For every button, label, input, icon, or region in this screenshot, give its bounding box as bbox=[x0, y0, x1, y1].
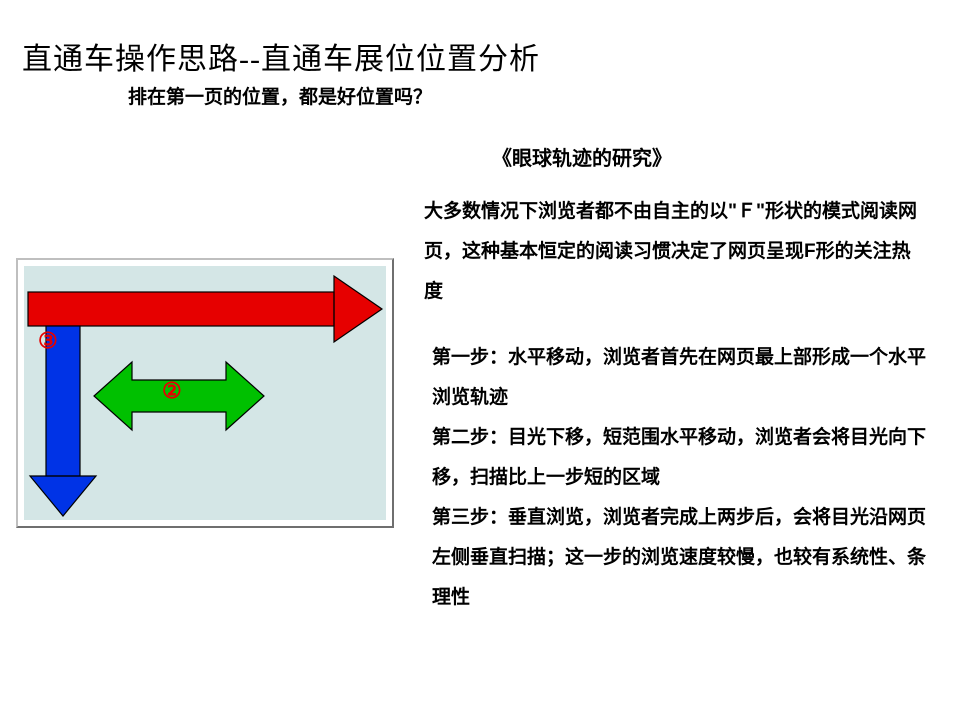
label-step-3: ③ bbox=[38, 328, 58, 354]
f-pattern-svg bbox=[24, 266, 386, 520]
f-pattern-diagram: ① ② ③ bbox=[16, 258, 394, 528]
steps-paragraph: 第一步：水平移动，浏览者首先在网页最上部形成一个水平浏览轨迹第二步：目光下移，短… bbox=[432, 338, 928, 618]
section-title: 《眼球轨迹的研究》 bbox=[492, 142, 672, 171]
page-subtitle: 排在第一页的位置，都是好位置吗？ bbox=[128, 82, 432, 109]
label-step-1: ① bbox=[38, 290, 58, 316]
page-title: 直通车操作思路--直通车展位位置分析 bbox=[22, 34, 540, 78]
label-step-2: ② bbox=[162, 378, 182, 404]
intro-paragraph: 大多数情况下浏览者都不由自主的以"Ｆ"形状的模式阅读网页，这种基本恒定的阅读习惯… bbox=[424, 192, 924, 312]
